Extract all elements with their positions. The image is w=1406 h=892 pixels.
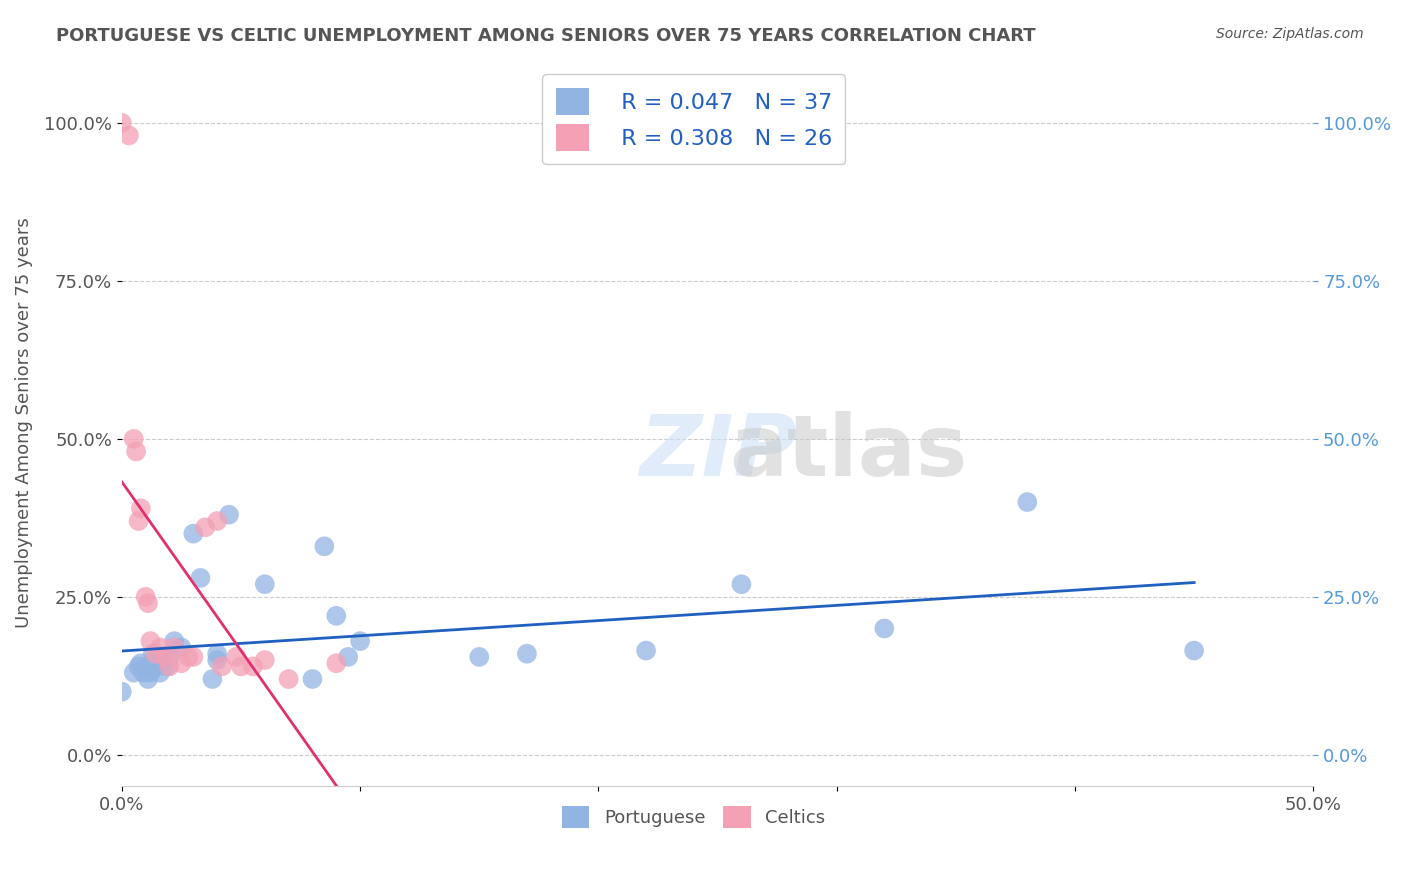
Point bbox=[146, 659, 169, 673]
Point bbox=[218, 508, 240, 522]
Point bbox=[132, 665, 155, 680]
Point bbox=[1182, 643, 1205, 657]
Text: atlas: atlas bbox=[730, 410, 967, 493]
Point bbox=[181, 526, 204, 541]
Point bbox=[170, 640, 193, 655]
Point bbox=[135, 590, 157, 604]
Point bbox=[170, 657, 193, 671]
Point bbox=[205, 653, 228, 667]
Point bbox=[153, 649, 176, 664]
Point bbox=[325, 657, 347, 671]
Text: Source: ZipAtlas.com: Source: ZipAtlas.com bbox=[1216, 27, 1364, 41]
Point bbox=[122, 432, 145, 446]
Point bbox=[111, 116, 134, 130]
Point bbox=[730, 577, 752, 591]
Point bbox=[142, 647, 165, 661]
Point bbox=[253, 653, 276, 667]
Point bbox=[242, 659, 264, 673]
Point bbox=[149, 665, 172, 680]
Point bbox=[194, 520, 217, 534]
Point bbox=[873, 622, 896, 636]
Point bbox=[129, 501, 152, 516]
Point bbox=[129, 657, 152, 671]
Point bbox=[118, 128, 141, 143]
Point bbox=[181, 649, 204, 664]
Text: PORTUGUESE VS CELTIC UNEMPLOYMENT AMONG SENIORS OVER 75 YEARS CORRELATION CHART: PORTUGUESE VS CELTIC UNEMPLOYMENT AMONG … bbox=[56, 27, 1036, 45]
Point bbox=[128, 514, 150, 528]
Point bbox=[142, 657, 165, 671]
Y-axis label: Unemployment Among Seniors over 75 years: Unemployment Among Seniors over 75 years bbox=[15, 218, 32, 629]
Point bbox=[135, 659, 157, 673]
Point bbox=[125, 444, 148, 458]
Point bbox=[143, 647, 166, 661]
Legend: Portuguese, Celtics: Portuguese, Celtics bbox=[555, 799, 832, 836]
Point bbox=[150, 657, 173, 671]
Point bbox=[314, 539, 336, 553]
Point bbox=[349, 634, 371, 648]
Point bbox=[301, 672, 323, 686]
Point bbox=[337, 649, 360, 664]
Point bbox=[128, 659, 150, 673]
Point bbox=[156, 659, 179, 673]
Point bbox=[163, 640, 186, 655]
Point bbox=[190, 571, 212, 585]
Point bbox=[139, 665, 162, 680]
Point bbox=[225, 649, 247, 664]
Point bbox=[229, 659, 252, 673]
Point bbox=[159, 649, 181, 664]
Point bbox=[1017, 495, 1039, 509]
Text: ZIP: ZIP bbox=[638, 410, 796, 493]
Point bbox=[211, 659, 233, 673]
Point bbox=[153, 649, 176, 664]
Point bbox=[205, 647, 228, 661]
Point bbox=[177, 649, 200, 664]
Point bbox=[111, 684, 134, 698]
Point bbox=[636, 643, 658, 657]
Point bbox=[201, 672, 224, 686]
Point bbox=[277, 672, 299, 686]
Point bbox=[122, 665, 145, 680]
Point bbox=[516, 647, 538, 661]
Point bbox=[149, 640, 172, 655]
Point bbox=[139, 634, 162, 648]
Point bbox=[159, 659, 181, 673]
Point bbox=[163, 634, 186, 648]
Point bbox=[468, 649, 491, 664]
Point bbox=[136, 672, 159, 686]
Point bbox=[253, 577, 276, 591]
Point bbox=[205, 514, 228, 528]
Point bbox=[136, 596, 159, 610]
Point bbox=[325, 608, 347, 623]
